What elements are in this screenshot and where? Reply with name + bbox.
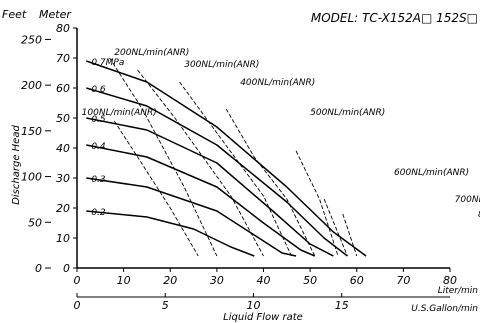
x-tick-label: 40 — [257, 274, 271, 287]
x-tick-label: 50 — [303, 274, 317, 287]
air-curve-label: 700NL/min(ANR) — [455, 195, 480, 205]
tick-layer: 0 10 20 30 40 50 60 70 800 5 10 1501020304050607080… — [21, 22, 457, 312]
air-curve-line — [342, 213, 358, 257]
air-curve-line — [109, 57, 218, 257]
air-curve-line — [323, 198, 348, 257]
x-tick-label: 60 — [350, 274, 364, 287]
feet-tick-label: 250 — [21, 33, 42, 46]
meter-tick-label: 30 — [56, 172, 70, 185]
air-curve-line — [113, 120, 199, 257]
pressure-curve-label: 0.5 — [91, 115, 106, 125]
air-curve-label: 100NL/min(ANR) — [82, 108, 157, 118]
x-tick-label: 20 — [163, 274, 177, 287]
pressure-curve-label: 0.7MPa — [91, 58, 124, 68]
pressure-curve-line — [86, 177, 297, 257]
pressure-curve-label: 0.2 — [91, 208, 106, 218]
pressure-curve-line — [86, 210, 255, 257]
feet-tick-label: 50 — [28, 216, 42, 229]
feet-tick-label: 200 — [21, 79, 42, 92]
x-tick-label: 30 — [210, 274, 224, 287]
air-curve-label: 500NL/min(ANR) — [310, 108, 385, 118]
pressure-curve-line — [86, 87, 348, 257]
model-title: MODEL: TC-X152A□ 152S□ — [311, 11, 478, 25]
feet-tick-label: 150 — [21, 125, 42, 138]
air-consumption-curves: 100NL/min(ANR) 200NL/min(ANR) 300NL/min(AN… — [82, 48, 480, 257]
air-curve-label: 300NL/min(ANR) — [184, 60, 259, 70]
meter-tick-label: 20 — [56, 202, 70, 215]
y-axis-title: Discharge Head — [11, 125, 22, 205]
gallon-tick-label: 15 — [335, 299, 349, 312]
pressure-curves: 0.7MPa 0.6 0.5 0.4 0.3 0.2 — [86, 58, 367, 257]
x-tick-label: 80 — [443, 274, 457, 287]
air-curve-label: 600NL/min(ANR) — [394, 168, 469, 178]
meter-tick-label: 40 — [56, 142, 70, 155]
meter-tick-label: 80 — [56, 22, 70, 35]
pressure-curve-line — [86, 60, 367, 257]
x-tick-label: 10 — [117, 274, 131, 287]
gallon-tick-label: 10 — [246, 299, 260, 312]
feet-tick-label: 0 — [35, 262, 42, 275]
meter-tick-label: 60 — [56, 82, 70, 95]
gallon-tick-label: 5 — [162, 299, 169, 312]
pressure-curve-label: 0.4 — [91, 142, 106, 152]
meter-tick-label: 50 — [56, 112, 70, 125]
air-curve-label: 800NL/min(ANR) — [478, 210, 480, 220]
gallon-tick-label: 0 — [74, 299, 81, 312]
x-unit-gallon: U.S.Gallon/min — [411, 304, 478, 314]
air-curve-label: 200NL/min(ANR) — [114, 48, 189, 58]
x-tick-label: 0 — [74, 274, 81, 287]
pressure-curve-label: 0.3 — [91, 175, 106, 185]
air-curve-line — [295, 150, 339, 257]
air-curve-line — [225, 108, 316, 257]
meter-tick-label: 0 — [63, 262, 70, 275]
x-tick-label: 70 — [396, 274, 410, 287]
meter-unit-label: Meter — [39, 8, 72, 21]
pressure-curve-line — [86, 117, 334, 257]
meter-tick-label: 10 — [56, 232, 70, 245]
air-curve-label: 400NL/min(ANR) — [240, 78, 315, 88]
pressure-curve-label: 0.6 — [91, 85, 106, 95]
x-axis-title: Liquid Flow rate — [223, 312, 303, 323]
feet-unit-label: Feet — [2, 8, 27, 21]
meter-tick-label: 70 — [56, 52, 70, 65]
pressure-curve-line — [86, 144, 316, 257]
feet-tick-label: 100 — [21, 171, 42, 184]
x-unit-liter: Liter/min — [438, 286, 479, 296]
plot-frame — [76, 28, 450, 298]
